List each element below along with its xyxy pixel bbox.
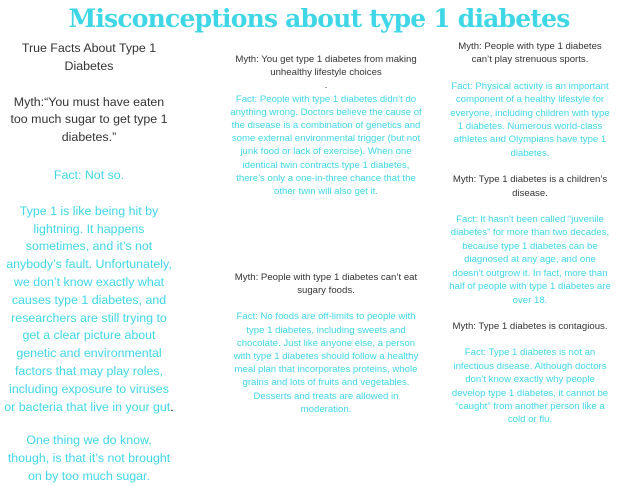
myth-sugary-foods: Myth: People with type 1 diabetes can’t … [234, 272, 418, 297]
fact-contagious: Fact: Type 1 diabetes is not an infectio… [451, 347, 609, 426]
column-true-facts: True Facts About Type 1 Diabetes Myth:“Y… [4, 40, 174, 486]
fact-sports: Fact: Physical activity is an important … [450, 80, 610, 159]
myth-childrens-disease: Myth: Type 1 diabetes is a children’s di… [452, 174, 608, 199]
fact-label: Fact: Not so. [53, 167, 125, 182]
fact-body-period: . [170, 399, 174, 414]
fact-body-text: Type 1 is like being hit by lightning. I… [4, 203, 172, 414]
column-myths-middle: Myth: You get type 1 diabetes from makin… [228, 53, 424, 415]
myth-sugary-foods-block: Myth: People with type 1 diabetes can’t … [228, 271, 424, 416]
fact-lifestyle: Fact: People with type 1 diabetes didn’t… [230, 93, 422, 198]
myth-contagious: Myth: Type 1 diabetes is contagious. [452, 320, 608, 332]
fact-childrens-disease: Fact: It hasn’t been called “juvenile di… [449, 214, 611, 306]
myth-text: Myth:“You must have eaten too much sugar… [10, 94, 168, 145]
column-heading: True Facts About Type 1 Diabetes [21, 41, 157, 73]
myth-lifestyle: Myth: You get type 1 diabetes from makin… [235, 54, 417, 79]
page-title: Misconceptions about type 1 diabetes [68, 4, 571, 33]
fact-body: Type 1 is like being hit by lightning. I… [4, 203, 174, 417]
myth-lifestyle-dot: . [324, 80, 328, 92]
myth-sports: Myth: People with type 1 diabetes can’t … [458, 41, 602, 66]
fact-sugary-foods: Fact: No foods are off-limits to people … [233, 311, 419, 415]
column-myths-right: Myth: People with type 1 diabetes can’t … [448, 40, 612, 427]
